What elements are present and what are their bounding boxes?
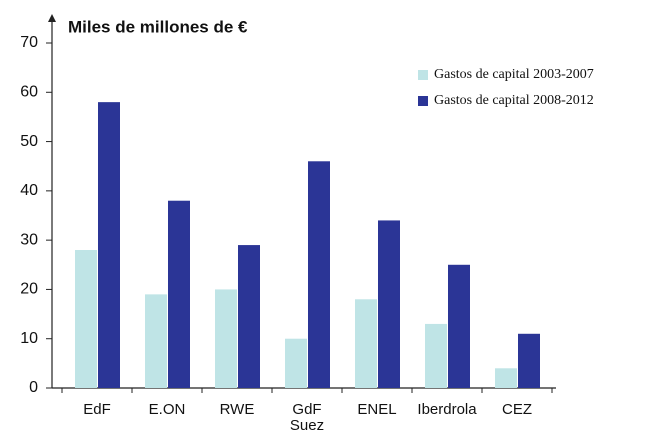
y-tick-label: 70 <box>20 34 38 51</box>
y-tick-label: 10 <box>20 330 38 347</box>
y-tick-label: 40 <box>20 182 38 199</box>
x-tick-label-box: CEZ <box>494 402 540 418</box>
bar <box>425 323 447 388</box>
bar <box>215 289 237 388</box>
x-tick-label-box: RWE <box>214 402 260 418</box>
x-tick-label-box: GdF Suez <box>284 402 330 434</box>
legend-swatch <box>418 96 428 106</box>
y-axis-arrow <box>48 14 56 22</box>
x-tick-label-box: Iberdrola <box>417 402 476 418</box>
bar <box>378 220 400 388</box>
bar <box>518 333 540 388</box>
legend-label: Gastos de capital 2008-2012 <box>434 93 594 108</box>
y-tick-label: 30 <box>20 231 38 248</box>
bar <box>75 250 97 388</box>
bar <box>495 368 517 388</box>
legend-label: Gastos de capital 2003-2007 <box>434 67 594 82</box>
x-tick-label-box: EdF <box>74 402 120 418</box>
x-tick-label: EdF <box>83 401 111 418</box>
bar <box>308 161 330 388</box>
bar <box>355 299 377 388</box>
bar <box>168 200 190 388</box>
x-tick-label: GdF Suez <box>289 401 325 434</box>
y-tick-label: 20 <box>20 281 38 298</box>
x-tick-label: Iberdrola <box>417 401 477 418</box>
bar <box>98 102 120 389</box>
x-tick-label: RWE <box>219 401 255 418</box>
y-tick-label: 50 <box>20 133 38 150</box>
x-tick-label: E.ON <box>148 401 186 418</box>
bar <box>448 264 470 388</box>
y-tick-label: 60 <box>20 84 38 101</box>
bar <box>145 294 167 388</box>
x-tick-label-box: E.ON <box>144 402 190 418</box>
y-tick-label: 0 <box>29 379 38 396</box>
y-axis-label: Miles de millones de € <box>68 17 248 36</box>
x-tick-label-box: ENEL <box>354 402 400 418</box>
bar <box>238 245 260 388</box>
x-tick-label: ENEL <box>357 401 397 418</box>
bar <box>285 338 307 388</box>
x-tick-label: CEZ <box>502 401 532 418</box>
legend-swatch <box>418 70 428 80</box>
